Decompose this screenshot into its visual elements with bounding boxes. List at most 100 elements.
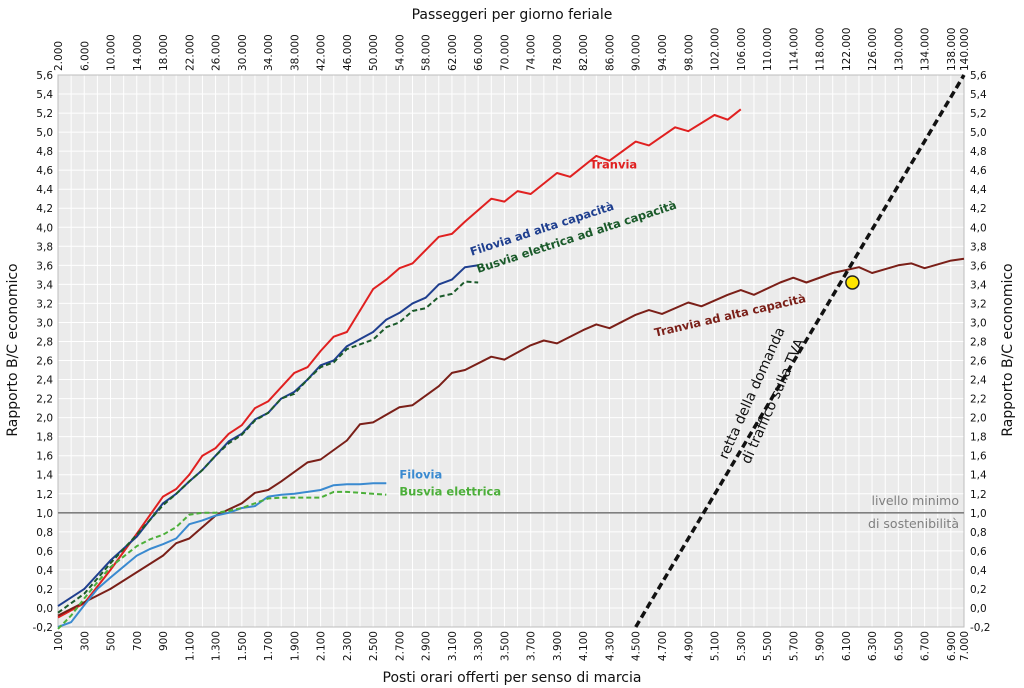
x-tick-label: 1.500 (237, 631, 249, 661)
top-tick-label: 94.000 (657, 34, 669, 71)
top-tick-label: 74.000 (526, 34, 538, 71)
x-tick-label: 3.900 (552, 631, 564, 661)
plot-border (57, 74, 965, 628)
top-tick-label: 14.000 (132, 34, 144, 71)
y-tick-label-right: 5,0 (970, 127, 987, 139)
x-tick-label: 1.700 (263, 631, 275, 661)
y-tick-label-right: 0,2 (970, 584, 987, 596)
x-tick-label: 1.300 (211, 631, 223, 661)
y-tick-label-left: 2,2 (36, 394, 53, 406)
y-tick-label-right: 3,2 (970, 298, 987, 310)
top-tick-label: 10.000 (106, 34, 118, 71)
x-tick-label: 6.900 (946, 631, 958, 661)
x-tick-label: 5.100 (710, 631, 722, 661)
y-tick-label-right: 3,0 (970, 317, 987, 329)
top-tick-label: 62.000 (447, 34, 459, 71)
y-tick-label-left: 0,8 (36, 527, 53, 539)
y-tick-label-right: 4,0 (970, 222, 987, 234)
x-tick-label: 5.700 (788, 631, 800, 661)
series-line-5 (57, 490, 387, 630)
top-tick-label: 70.000 (499, 34, 511, 71)
top-tick-label: 122.000 (841, 28, 853, 71)
x-tick-label: 4.500 (631, 631, 643, 661)
y-axis-title-right: Rapporto B/C economico (1000, 263, 1016, 436)
top-tick-label: 90.000 (631, 34, 643, 71)
y-tick-label-left: 4,2 (36, 203, 53, 215)
top-tick-label: 22.000 (184, 34, 196, 71)
x-tick-label: 3.100 (447, 631, 459, 661)
y-tick-label-left: 1,0 (36, 508, 53, 520)
y-tick-label-left: 2,6 (36, 356, 53, 368)
y-tick-label-right: 5,2 (970, 108, 987, 120)
top-tick-label: 30.000 (237, 34, 249, 71)
x-tick-label: 300 (79, 631, 91, 651)
x-tick-label: 5.900 (815, 631, 827, 661)
x-tick-label: 700 (132, 631, 144, 651)
top-tick-label: 98.000 (683, 34, 695, 71)
series-label-5: Busvia elettrica (399, 485, 501, 499)
top-tick-label: 102.000 (710, 28, 722, 71)
y-axis-title-left: Rapporto B/C economico (5, 263, 21, 436)
top-tick-label: 34.000 (263, 34, 275, 71)
y-tick-label-left: 4,4 (36, 184, 53, 196)
y-tick-label-left: 1,2 (36, 489, 53, 501)
y-tick-label-left: 0,4 (36, 565, 53, 577)
threshold-label-line2: di sostenibilità (868, 516, 959, 531)
top-tick-label: 66.000 (473, 34, 485, 71)
y-axis-left: -0,2 0,0 0,2 0,4 0,6 0,8 1,0 1,2 1,4 1,6 1,8 2,0 2,2… (33, 70, 54, 634)
y-tick-label-right: 1,8 (970, 432, 987, 444)
top-tick-label: 86.000 (604, 34, 616, 71)
y-tick-label-right: 0,0 (970, 603, 987, 615)
y-tick-label-right: 1,0 (970, 508, 987, 520)
y-tick-label-left: 4,8 (36, 146, 53, 158)
x-tick-label: 4.100 (578, 631, 590, 661)
x-tick-label: 2.100 (316, 631, 328, 661)
series-line-0 (57, 108, 742, 619)
x-tick-label: 6.300 (867, 631, 879, 661)
x-tick-label: 5.300 (736, 631, 748, 661)
x-tick-label: 2.300 (342, 631, 354, 661)
top-tick-label: 82.000 (578, 34, 590, 71)
top-tick-label: 46.000 (342, 34, 354, 71)
y-tick-label-right: 3,8 (970, 241, 987, 253)
y-tick-label-left: -0,2 (33, 622, 54, 634)
x-tick-label: 7.000 (959, 631, 971, 661)
y-tick-label-left: 3,4 (36, 279, 53, 291)
plot-area (58, 75, 964, 627)
y-tick-label-right: 4,2 (970, 203, 987, 215)
x-tick-label: 500 (106, 631, 118, 651)
y-tick-label-left: 5,4 (36, 89, 53, 101)
x-axis-bottom: 100 300 500 700 900 1.100 1.300 1.500 1.700 1.900… (53, 631, 971, 661)
demand-line (634, 74, 966, 628)
top-tick-label: 126.000 (867, 28, 879, 71)
x-tick-label: 2.900 (421, 631, 433, 661)
top-tick-label: 58.000 (421, 34, 433, 71)
series-line-3 (57, 257, 965, 617)
y-axis-right: -0,2 0,0 0,2 0,4 0,6 0,8 1,0 1,2 1,4 1,6 1,8 2,0 2,2… (970, 70, 991, 634)
y-tick-label-right: 1,4 (970, 470, 987, 482)
top-tick-label: 110.000 (762, 28, 774, 71)
y-tick-label-left: 1,8 (36, 432, 53, 444)
y-tick-label-left: 3,8 (36, 241, 53, 253)
x-tick-label: 100 (53, 631, 65, 651)
x-tick-label: 1.900 (289, 631, 301, 661)
y-tick-label-left: 0,0 (36, 603, 53, 615)
x-tick-label: 6.700 (920, 631, 932, 661)
x-tick-label: 3.500 (499, 631, 511, 661)
y-tick-label-left: 5,2 (36, 108, 53, 120)
x-tick-label: 4.700 (657, 631, 669, 661)
top-tick-label: 38.000 (289, 34, 301, 71)
top-tick-label: 42.000 (316, 34, 328, 71)
top-tick-label: 106.000 (736, 28, 748, 71)
y-tick-label-right: 2,6 (970, 356, 987, 368)
y-tick-label-left: 1,4 (36, 470, 53, 482)
top-tick-label: 18.000 (158, 34, 170, 71)
x-tick-label: 6.500 (893, 631, 905, 661)
x-tick-label: 4.900 (683, 631, 695, 661)
x-tick-label: 4.300 (604, 631, 616, 661)
intersection-point (845, 275, 860, 290)
y-tick-label-right: 2,8 (970, 336, 987, 348)
y-tick-label-left: 4,6 (36, 165, 53, 177)
series-line-4 (57, 482, 387, 628)
y-tick-label-left: 0,6 (36, 546, 53, 558)
